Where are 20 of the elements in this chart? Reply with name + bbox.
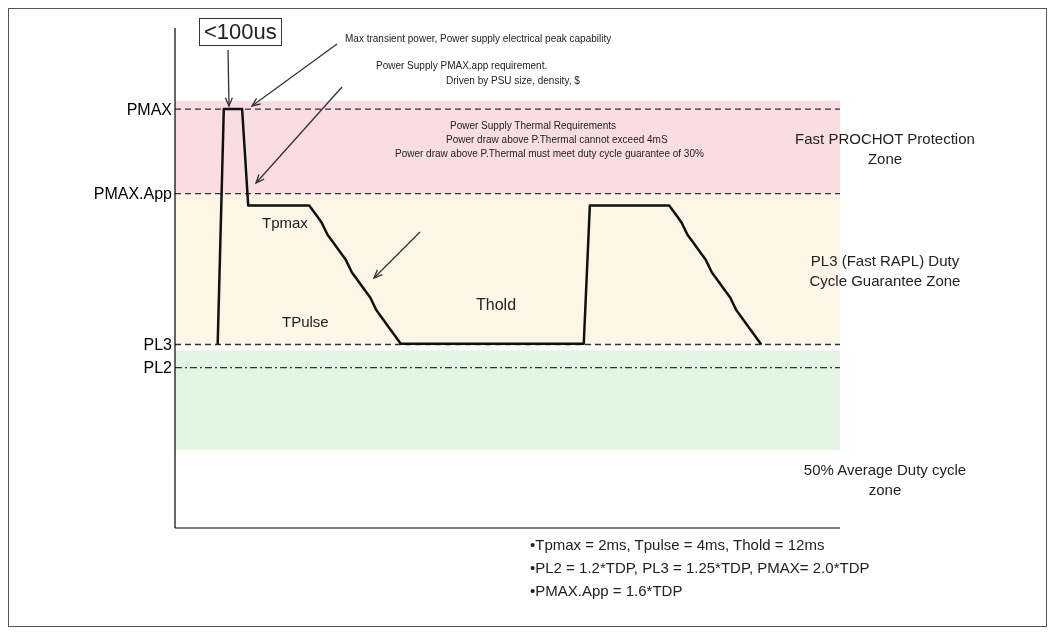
text: Driven by PSU size, density, $	[446, 75, 580, 86]
text: <100us	[199, 18, 282, 46]
text: •PL2 = 1.2*TDP, PL3 = 1.25*TDP, PMAX= 2.0*TDP	[530, 559, 870, 576]
band-label: Fast PROCHOT Protection Zone	[795, 129, 975, 170]
annotation: Power draw above P.Thermal cannot exceed 4mS	[446, 134, 668, 145]
annotation: Power draw above P.Thermal must meet duty cycle guarantee of 30%	[395, 148, 704, 159]
ref-line-label: PL3	[143, 336, 173, 354]
annotation: Power Supply Thermal Requirements	[450, 120, 617, 131]
band-label: 50% Average Duty cycle zone	[802, 460, 968, 501]
ref-line-label: PL2	[143, 359, 173, 377]
text: Max transient power, Power supply electrical peak capability	[345, 33, 612, 44]
band-label: PL3 (Fast RAPL) Duty Cycle Guarantee Zone	[808, 251, 962, 292]
ref-line-label: PMAX.App	[93, 185, 173, 203]
text: •Tpmax = 2ms, Tpulse = 4ms, Thold = 12ms	[530, 536, 825, 553]
text: Power Supply PMAX.app requirement.	[376, 60, 548, 71]
text: •PMAX.App = 1.6*TDP	[530, 582, 683, 599]
annotation: Tpmax	[262, 214, 308, 231]
annotation: TPulse	[282, 313, 329, 330]
annotation: Thold	[476, 296, 517, 314]
ref-line-label: PMAX	[126, 100, 173, 118]
